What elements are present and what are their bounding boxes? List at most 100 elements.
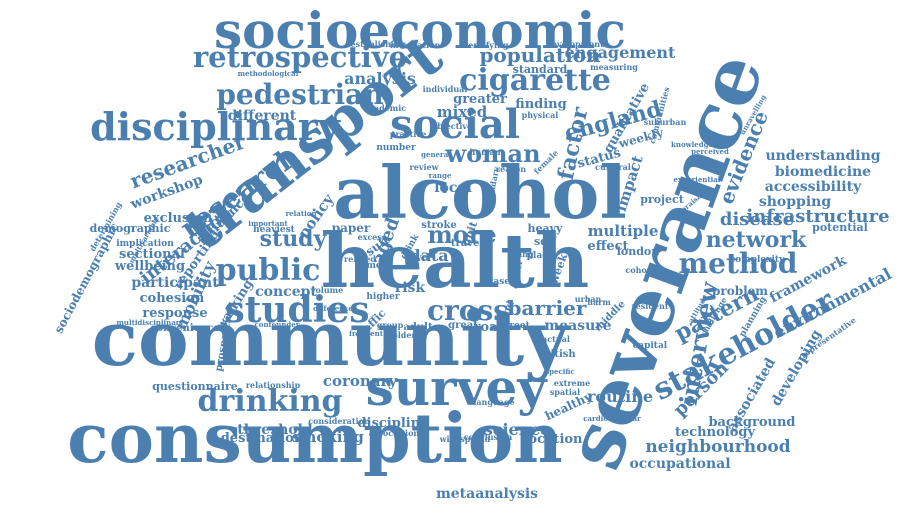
word-social: social <box>390 101 520 148</box>
word-knowledge: knowledge <box>671 140 714 149</box>
word-number: number <box>376 143 416 153</box>
word-adult: adult <box>403 322 433 333</box>
word-greater: greater <box>453 92 507 107</box>
word-consumption: consumption <box>67 399 562 479</box>
word-accessibility: accessibility <box>765 179 862 195</box>
word-cohort: cohort <box>625 265 655 275</box>
word-problem: problem <box>712 284 768 298</box>
word-alcohol: alcohol <box>333 150 627 235</box>
word-identifying: identifying <box>460 40 509 50</box>
word-concept: concept <box>255 284 317 300</box>
word-stroke: stroke <box>421 220 456 231</box>
word-routine: routine <box>587 387 653 406</box>
word-coronary: coronary <box>323 372 399 390</box>
word-meta: meta <box>366 261 391 271</box>
word-measure: measure <box>544 318 611 334</box>
word-related: related <box>344 254 376 264</box>
word-exclusion: exclusion <box>144 211 213 226</box>
word-metaanalysis: metaanalysis <box>436 486 538 502</box>
word-population: population <box>479 43 601 67</box>
word-engagement: engagement <box>565 43 676 62</box>
word-socioeconomic: socioeconomic <box>214 1 626 60</box>
word-volume: volume <box>310 285 343 295</box>
word-cultural: cultural <box>595 162 631 172</box>
word-drinking: drinking <box>198 384 343 419</box>
word-woman: woman <box>444 139 540 168</box>
word-methodological: methodological <box>238 69 299 78</box>
word-project: project <box>640 193 685 206</box>
word-perceived: perceived <box>691 147 729 156</box>
word-extreme: extreme <box>554 378 590 388</box>
word-demographic: demographic <box>90 222 171 235</box>
word-network: network <box>706 227 807 253</box>
word-important: important <box>248 219 288 228</box>
word-discipline: discipline <box>358 416 429 431</box>
word-review: review <box>410 162 440 172</box>
word-shopping: shopping <box>759 194 831 210</box>
word-potential: potential <box>812 221 868 234</box>
word-health: health <box>321 217 590 305</box>
word-physical: physical <box>522 110 559 120</box>
word-reason: reason <box>496 164 526 174</box>
word-wellbeing: wellbeing <box>114 259 185 274</box>
word-confounder: confounder <box>255 320 300 329</box>
word-barrier: barrier <box>508 296 587 320</box>
word-travel: travel <box>451 238 484 249</box>
word-living: living <box>508 249 534 259</box>
word-range: range <box>429 171 452 180</box>
word-experiential: experiential <box>674 175 721 184</box>
word-cardiovascular: cardiovascular <box>583 414 641 423</box>
word-finding: finding <box>515 97 566 112</box>
word-self: self <box>534 235 557 248</box>
word-paper: paper <box>332 221 371 235</box>
word-cross: cross <box>427 294 509 327</box>
word-general: general <box>421 150 451 159</box>
word-actual: actual <box>542 334 570 344</box>
word-sectional: sectional <box>119 247 185 262</box>
word-different: different <box>228 108 297 124</box>
word-retrospective: retrospective <box>193 40 407 74</box>
word-objective: objective <box>432 121 472 131</box>
word-human: human <box>469 147 500 157</box>
word-road: road <box>473 320 506 335</box>
word-infrastructure: infrastructure <box>746 206 889 227</box>
word-occupational: occupational <box>629 456 730 472</box>
word-mixed: mixed <box>437 103 488 121</box>
word-street: street <box>500 321 530 331</box>
word-heavy: heavy <box>528 222 564 235</box>
word-integration: integration <box>390 40 441 50</box>
word-excess: excess <box>358 232 387 242</box>
word-standard: standard <box>513 63 568 76</box>
word-british: british <box>538 349 576 360</box>
word-effect: effect <box>587 239 628 254</box>
word-study: study <box>260 226 328 252</box>
word-heaviest: heaviest <box>253 225 296 235</box>
word-cigarette: cigarette <box>459 63 611 98</box>
word-case: case <box>488 277 510 287</box>
word-analysis: analysis <box>344 69 416 88</box>
word-smoking: smoking <box>292 428 364 446</box>
word-technology: technology <box>675 425 755 440</box>
word-group: group <box>377 320 404 330</box>
word-science: science <box>484 420 551 439</box>
word-measuring: measuring <box>590 62 638 72</box>
word-difference: difference <box>313 304 353 313</box>
word-specific: specific <box>545 367 575 376</box>
word-disease: disease <box>720 209 794 230</box>
word-survey: survey <box>366 358 549 417</box>
word-frequent: frequent <box>349 329 384 338</box>
word-harm: harm <box>587 297 611 307</box>
word-disciplinary: disciplinary <box>90 104 341 149</box>
word-convenience: convenience <box>150 323 219 334</box>
word-data: data <box>409 246 448 265</box>
word-participant: participant <box>131 275 219 291</box>
word-complexity: complexity <box>730 255 785 265</box>
word-higher: higher <box>366 292 400 302</box>
word-spatial: spatial <box>550 387 580 397</box>
word-location: location <box>523 432 583 447</box>
word-establishing: establishing <box>351 39 406 49</box>
word-questionnaire: questionnaire <box>152 380 238 393</box>
word-association: association <box>369 428 420 438</box>
word-relation: relation <box>286 209 317 218</box>
